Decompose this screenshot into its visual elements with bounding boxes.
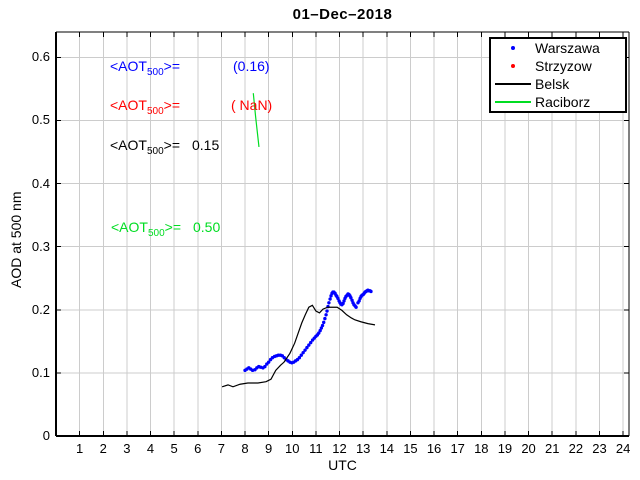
series-dot-warszawa [318,328,322,333]
x-axis-label: UTC [328,457,357,473]
series-dot-warszawa [301,350,305,355]
aot-annotation-label: <AOT500>= [110,58,181,78]
x-tick-label: 21 [544,441,560,456]
series-dot-warszawa [324,313,328,317]
x-tick-label: 12 [332,441,347,456]
dot-marker-icon [491,64,535,68]
x-tick-label: 3 [123,441,131,456]
x-tick-label: 4 [146,441,155,456]
line-marker-icon [491,101,535,103]
series-dot-warszawa [297,356,302,360]
y-tick-label: 0.3 [31,238,50,254]
aot-annotation-value: ( NaN) [231,97,273,113]
series-dot-warszawa [325,309,329,313]
series-dot-warszawa [319,326,324,330]
series-dot-warszawa [336,296,340,301]
series-dot-warszawa [305,345,309,350]
legend: Warszawa Strzyzow Belsk Raciborz [489,37,627,113]
x-tick-label: 23 [592,441,607,456]
series-dot-warszawa [369,289,373,294]
series-dot-warszawa [327,301,331,305]
aot-annotation-belsk: <AOT500>= 0.15 [110,137,219,157]
x-tick-label: 6 [194,441,202,456]
aot-annotation-value: 0.50 [193,219,221,235]
dot-marker-icon [491,46,535,50]
x-tick-label: 10 [285,441,300,456]
series-line-raciborz [252,93,260,147]
aot-annotation-value: 0.15 [192,137,220,153]
series-dot-warszawa [328,297,332,301]
x-tick-label: 19 [497,441,513,456]
chart-title: 01–Dec–2018 [292,6,393,23]
line-marker-icon [491,83,535,85]
x-tick-label: 11 [309,441,323,456]
aot-annotation-value: (0.16) [233,58,270,74]
series-dot-warszawa [263,364,267,369]
legend-item-warszawa: Warszawa [491,39,625,57]
aot-annotation-raciborz: <AOT500>= 0.50 [111,219,220,239]
series-dot-warszawa [320,323,325,328]
x-tick-label: 14 [379,441,395,456]
x-tick-label: 18 [474,441,489,456]
x-tick-label: 20 [521,441,536,456]
x-tick-label: 7 [217,441,225,456]
x-tick-label: 5 [170,441,178,456]
series-dot-warszawa [317,331,321,335]
series-dot-warszawa [354,305,358,309]
aot-annotation-label: <AOT500>= [110,97,181,117]
y-tick-label: 0.1 [31,364,50,380]
series-dot-warszawa [349,296,353,300]
legend-label: Strzyzow [535,58,592,74]
x-tick-label: 17 [450,441,465,456]
series-line-belsk [221,304,376,388]
x-tick-label: 2 [99,441,107,456]
x-tick-label: 13 [355,441,371,456]
y-tick-label: 0.4 [31,175,50,191]
x-tick-label: 15 [403,441,418,456]
legend-label: Raciborz [535,94,591,110]
legend-item-belsk: Belsk [491,75,625,93]
series-dot-warszawa [303,348,307,352]
y-tick-label: 0.2 [31,301,50,317]
series-dot-warszawa [307,343,311,347]
aot-annotation-label: <AOT500>= [111,219,182,239]
x-tick-label: 8 [241,441,249,456]
aot-annotation-warszawa: <AOT500>= (0.16) [110,58,270,78]
y-tick-label: 0.5 [31,112,50,128]
aot-annotation-label: <AOT500>= [110,137,181,157]
series-dot-warszawa [299,353,303,357]
legend-item-strzyzow: Strzyzow [491,57,625,75]
series-dot-warszawa [309,340,313,345]
x-tick-label: 9 [265,441,273,456]
series-dot-warszawa [266,360,271,364]
legend-label: Warszawa [535,40,600,56]
y-tick-label: 0.6 [31,49,50,65]
x-tick-label: 1 [76,441,84,456]
x-tick-label: 24 [615,441,631,456]
legend-label: Belsk [535,76,570,92]
legend-item-raciborz: Raciborz [491,93,625,111]
x-tick-label: 22 [568,441,584,456]
y-tick-label: 0 [42,428,50,443]
x-tick-label: 16 [426,441,442,456]
series-dot-warszawa [323,316,327,321]
aot-annotation-strzyzow: <AOT500>= ( NaN) [110,97,272,117]
series-dot-warszawa [322,320,326,325]
